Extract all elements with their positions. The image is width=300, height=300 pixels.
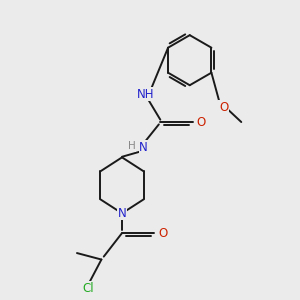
Text: N: N [118,207,126,220]
Text: O: O [219,101,228,114]
Text: O: O [158,226,167,239]
Text: O: O [196,116,206,128]
Text: NH: NH [137,88,154,100]
Text: H: H [128,142,136,152]
Text: Cl: Cl [82,282,94,295]
Text: N: N [139,141,148,154]
